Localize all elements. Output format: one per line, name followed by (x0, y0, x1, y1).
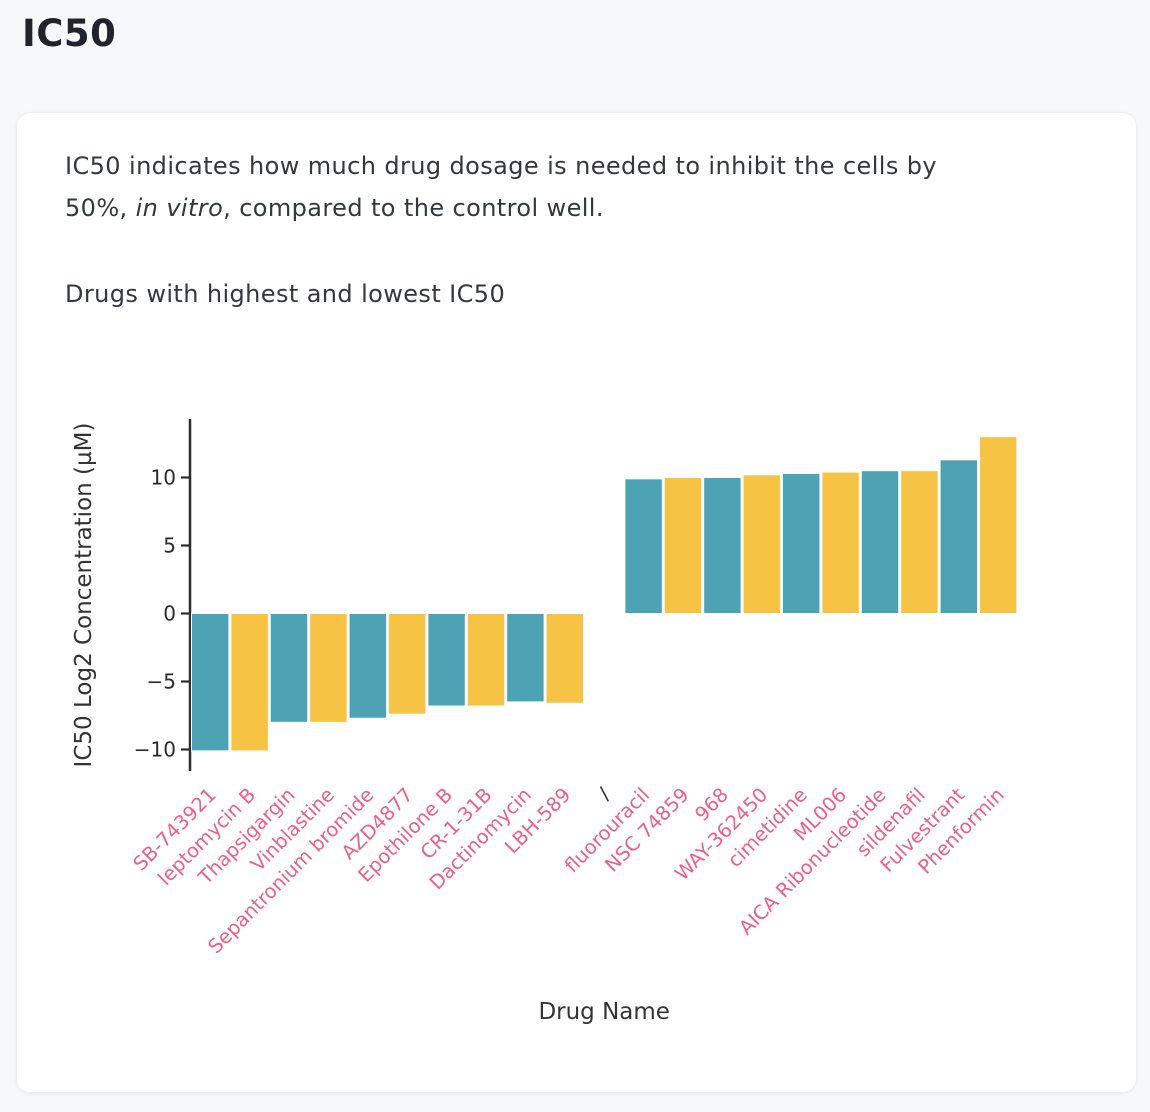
bar-epothilone-b (427, 613, 466, 707)
bar-way-362450 (742, 474, 781, 614)
ic50-bar-chart: 10 5 0 −5 −10 IC50 Log2 Concentration (µM) SB-… (61, 381, 1081, 1041)
bar-fulvestrant (939, 459, 978, 614)
y-tick-label: 10 (151, 466, 176, 490)
y-tick-label: 0 (163, 602, 176, 626)
axis-break-label: / (594, 783, 615, 804)
bar-azd4877 (388, 613, 427, 715)
bar-fluorouracil (624, 478, 663, 614)
y-tick-label: −10 (134, 738, 176, 762)
y-tick-label: 5 (163, 534, 176, 558)
description-line2-pre: 50%, (65, 194, 136, 222)
bar-cimetidine (782, 472, 821, 614)
bar-968 (703, 477, 742, 614)
bar-thapsigargin (269, 613, 309, 723)
bar-sildenafil (900, 470, 939, 614)
description-line2-post: , compared to the control well. (223, 194, 604, 222)
y-axis-title: IC50 Log2 Concentration (µM) (71, 423, 97, 768)
bar-cr-1-31b (466, 613, 506, 707)
bar-leptomycin-b (230, 613, 269, 752)
bar-nsc-74859 (663, 477, 703, 614)
bar-phenformin (979, 436, 1018, 615)
chart-subtitle: Drugs with highest and lowest IC50 (65, 280, 506, 308)
description-italic: in vitro (135, 194, 224, 222)
bar-lbh-589 (545, 613, 585, 704)
bar-ml006 (821, 471, 860, 614)
description-line1: IC50 indicates how much drug dosage is n… (65, 152, 938, 180)
page-title: IC50 (22, 12, 117, 55)
bar-vinblastine (309, 613, 348, 723)
y-tick-label: −5 (147, 670, 176, 694)
bar-sepantronium-bromide (348, 613, 388, 719)
bar-dactinomycin (506, 613, 545, 703)
bar-sb-743921 (191, 613, 230, 752)
bar-aica-ribonucleotide (860, 470, 900, 614)
ic50-description: IC50 indicates how much drug dosage is n… (65, 145, 937, 229)
ic50-card: IC50 indicates how much drug dosage is n… (16, 112, 1137, 1093)
x-axis-title: Drug Name (538, 999, 670, 1025)
